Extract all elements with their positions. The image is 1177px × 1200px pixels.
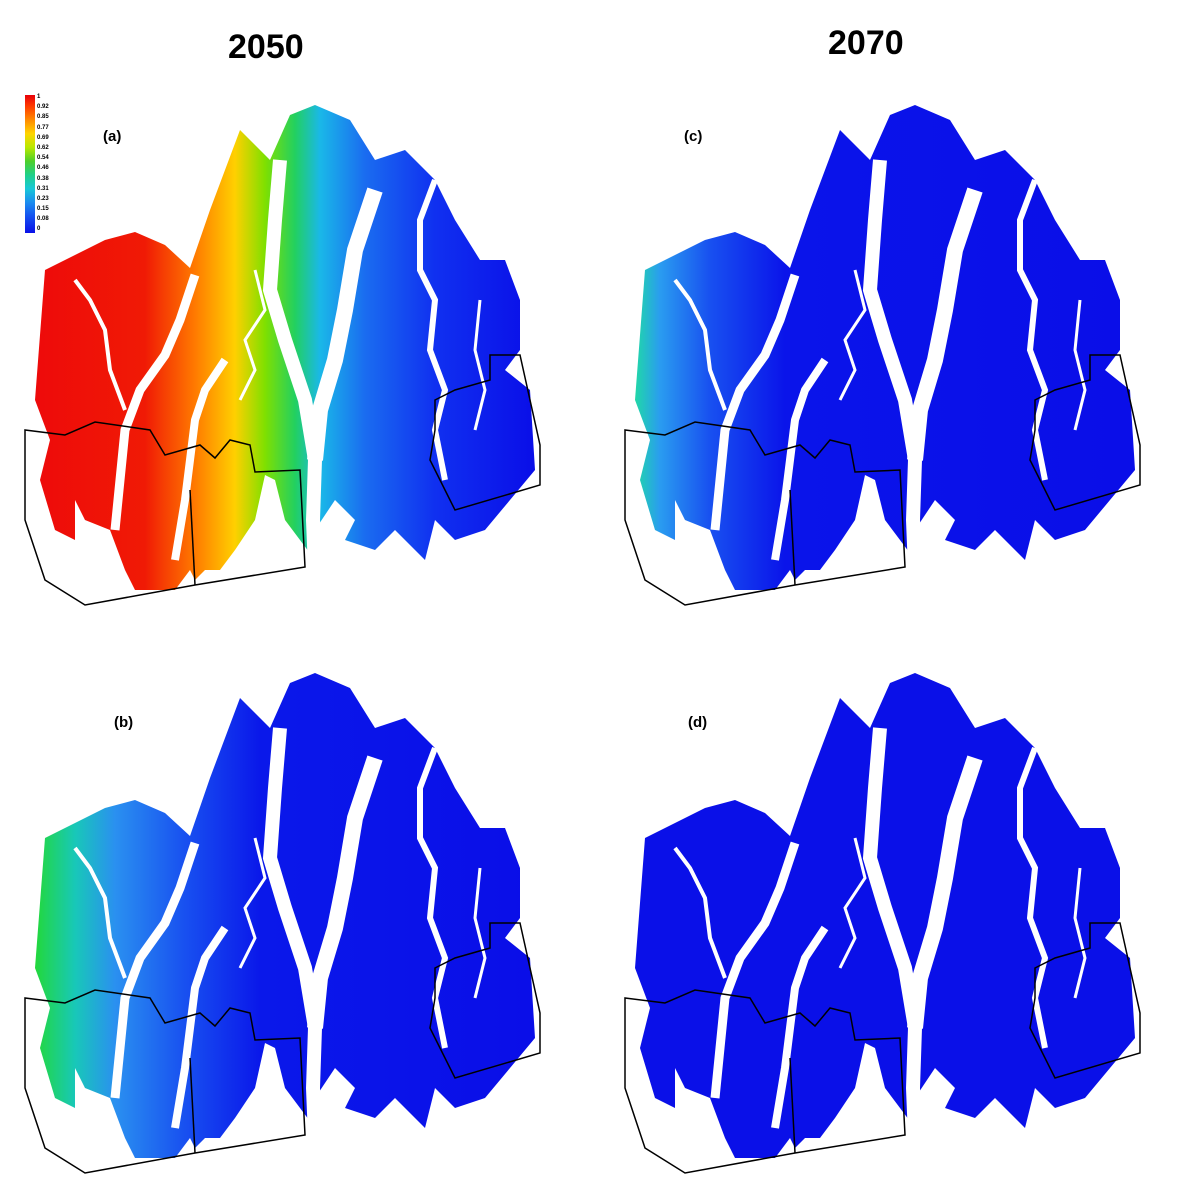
panel-label-b: (b): [114, 714, 134, 731]
legend-tick: 0.62: [37, 144, 49, 151]
legend-tick: 0: [37, 226, 41, 233]
legend-tick: 0.15: [37, 206, 49, 213]
legend-tick: 1: [37, 94, 41, 100]
boundary-lines: [624, 354, 1141, 606]
map-panel-d: [624, 673, 1141, 1174]
river-channels: [73, 159, 487, 571]
legend-tick: 0.31: [37, 185, 49, 192]
legend-tick: 0.54: [37, 155, 49, 162]
river-channels: [673, 159, 1087, 571]
river-channels: [673, 727, 1087, 1139]
color-legend: 1 0.92 0.85 0.77 0.69 0.62 0.54 0.46 0.3…: [25, 92, 85, 235]
legend-tick: 0.23: [37, 195, 49, 202]
panel-label-d: (d): [688, 714, 708, 731]
legend-tick: 0.08: [37, 216, 49, 223]
panel-label-a: (a): [103, 128, 122, 145]
legend-tick-labels: 1 0.92 0.85 0.77 0.69 0.62 0.54 0.46 0.3…: [37, 92, 49, 235]
legend-tick: 0.46: [37, 165, 49, 172]
panel-label-c: (c): [684, 128, 703, 145]
map-panel-a: [24, 105, 541, 606]
legend-color-bar: [25, 95, 35, 233]
legend-tick: 0.92: [37, 104, 49, 111]
legend-tick: 0.38: [37, 175, 49, 182]
map-panel-b: [24, 673, 541, 1174]
boundary-lines: [24, 922, 541, 1174]
map-panel-c: [624, 105, 1141, 606]
column-title-2050: 2050: [228, 28, 304, 66]
river-channels: [73, 727, 487, 1139]
boundary-lines: [24, 354, 541, 606]
column-title-2070: 2070: [828, 24, 904, 62]
legend-tick: 0.85: [37, 114, 49, 121]
legend-tick: 0.69: [37, 134, 49, 141]
boundary-lines: [624, 922, 1141, 1174]
legend-tick: 0.77: [37, 124, 49, 131]
